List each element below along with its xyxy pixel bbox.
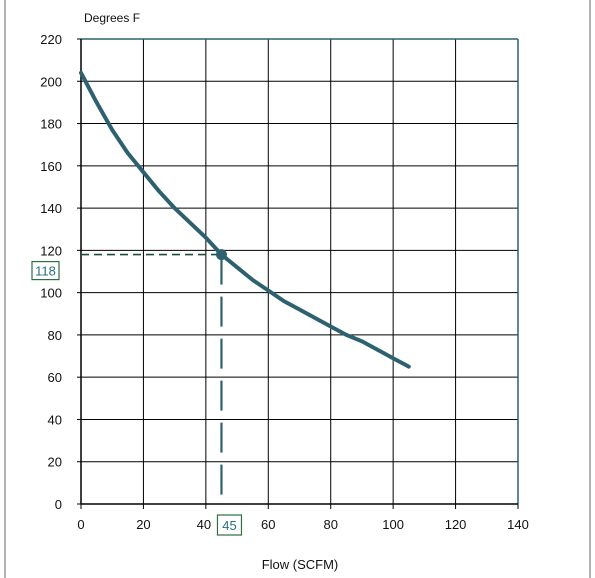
x-tick-label: 60 <box>261 517 275 532</box>
x-tick-label: 100 <box>382 517 404 532</box>
y-tick-label: 160 <box>40 159 62 174</box>
y-axis-title: Degrees F <box>84 11 140 25</box>
y-tick-label: 60 <box>48 370 62 385</box>
highlight-x-label: 45 <box>222 518 236 533</box>
y-tick-label: 80 <box>48 328 62 343</box>
x-tick-label: 120 <box>445 517 467 532</box>
highlight-point <box>216 249 227 260</box>
y-tick-label: 0 <box>55 497 62 512</box>
y-tick-label: 20 <box>48 455 62 470</box>
y-tick-label: 180 <box>40 117 62 132</box>
y-tick-label: 100 <box>40 286 62 301</box>
x-tick-label: 20 <box>136 517 150 532</box>
y-tick-label: 140 <box>40 201 62 216</box>
x-tick-label: 0 <box>77 517 84 532</box>
x-axis-title: Flow (SCFM) <box>262 557 339 572</box>
highlight-y-label: 118 <box>35 264 56 279</box>
x-tick-label: 140 <box>507 517 529 532</box>
y-tick-label: 200 <box>40 74 62 89</box>
x-tick-label: 80 <box>323 517 337 532</box>
x-tick-label: 40 <box>197 517 211 532</box>
y-tick-label: 40 <box>48 412 62 427</box>
y-tick-label: 220 <box>40 32 62 47</box>
y-tick-label: 120 <box>40 243 62 258</box>
